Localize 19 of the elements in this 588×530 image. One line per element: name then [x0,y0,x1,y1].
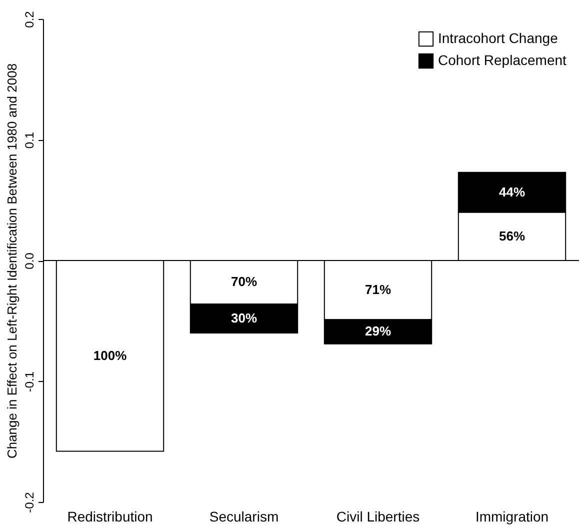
legend-label: Intracohort Change [438,30,558,46]
annotation: 56% [498,228,526,244]
annotation: 100% [93,348,128,363]
x-tick-label: Immigration [475,508,549,524]
x-tick-label: Secularism [209,508,279,524]
y-tick-label: -0.2 [22,492,36,513]
annotation: 44% [498,184,526,200]
y-tick-label: -0.1 [22,371,36,392]
x-tick-label: Redistribution [67,508,153,524]
legend-label: Cohort Replacement [438,52,567,68]
annotation: 30% [230,310,258,326]
annotation: 70% [230,274,258,290]
y-axis-title: Change in Effect on Left-Right Identification Between 1980 and 2008 [4,63,20,459]
y-tick-label: 0.0 [22,252,36,270]
x-tick-label: Civil Liberties [336,508,420,524]
annotation: 29% [364,324,392,339]
annotation: 71% [364,282,392,298]
y-tick-label: 0.1 [22,132,36,149]
y-tick-label: 0.2 [22,10,36,28]
